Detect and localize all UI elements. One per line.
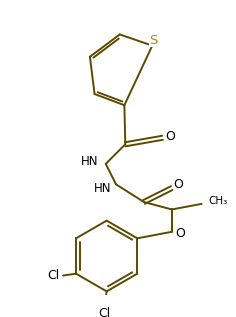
Text: S: S [149, 35, 157, 48]
Text: Cl: Cl [99, 307, 111, 317]
Text: HN: HN [81, 155, 98, 168]
Text: HN: HN [94, 183, 111, 196]
Text: O: O [165, 130, 175, 143]
Text: CH₃: CH₃ [208, 196, 228, 206]
Text: O: O [173, 178, 183, 191]
Text: O: O [175, 227, 185, 240]
Text: Cl: Cl [48, 269, 60, 282]
